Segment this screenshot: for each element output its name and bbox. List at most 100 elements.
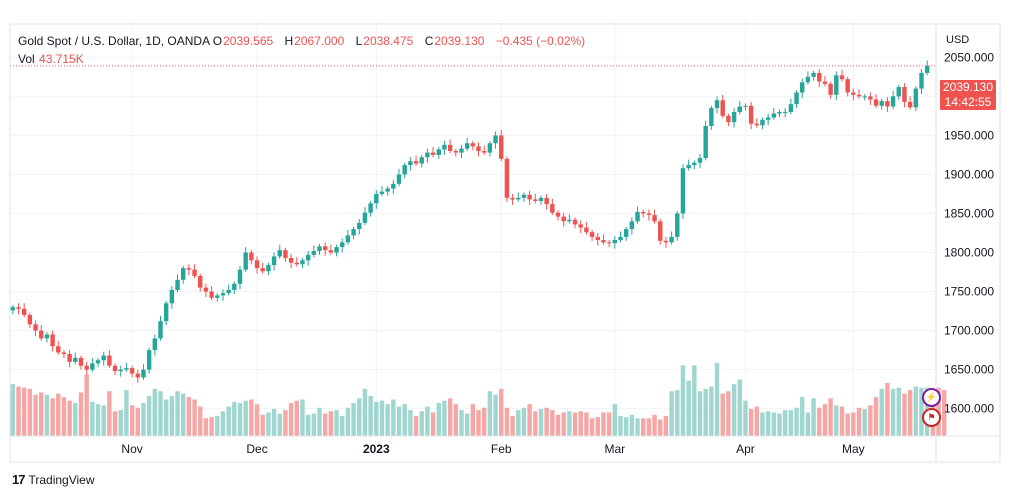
volume-bar bbox=[158, 391, 163, 436]
candle-body bbox=[709, 108, 714, 127]
x-tick-label: Feb bbox=[491, 442, 512, 456]
candle-body bbox=[402, 165, 407, 175]
volume-bar bbox=[175, 391, 180, 436]
volume-bar bbox=[266, 412, 271, 436]
candle-body bbox=[822, 81, 828, 84]
ohlc-legend: Gold Spot / U.S. Dollar, 1D, OANDA O2039… bbox=[18, 34, 593, 48]
candle-body bbox=[158, 321, 163, 339]
volume-bar bbox=[430, 412, 436, 436]
candle-body bbox=[811, 72, 816, 77]
candle-body bbox=[714, 100, 720, 109]
volume-bar bbox=[822, 404, 828, 436]
y-tick-label: 1900.000 bbox=[944, 167, 994, 181]
currency-label: USD bbox=[946, 34, 970, 46]
candle-body bbox=[885, 101, 890, 107]
candle-body bbox=[61, 352, 67, 355]
volume-bar bbox=[294, 400, 300, 436]
candle-body bbox=[550, 204, 555, 213]
candle-body bbox=[567, 219, 572, 222]
lightning-icon[interactable]: ⚡ bbox=[922, 388, 941, 407]
volume-bar bbox=[322, 413, 328, 436]
candle-body bbox=[146, 350, 152, 370]
volume-bar bbox=[658, 419, 663, 436]
candle-body bbox=[379, 191, 385, 194]
volume-bar bbox=[913, 386, 919, 436]
symbol-title[interactable]: Gold Spot / U.S. Dollar, 1D, OANDA bbox=[18, 34, 210, 48]
high-value: 2067.000 bbox=[294, 34, 345, 48]
candle-body bbox=[271, 256, 277, 266]
volume-bar bbox=[243, 400, 248, 436]
volume-bar bbox=[845, 413, 850, 436]
candle-body bbox=[805, 76, 811, 83]
candle-body bbox=[141, 369, 146, 378]
candle-body bbox=[782, 111, 788, 113]
candle-body bbox=[277, 250, 282, 257]
candle-body bbox=[748, 105, 754, 124]
volume-bar bbox=[606, 412, 612, 436]
volume-bar bbox=[27, 388, 33, 436]
candle-body bbox=[862, 96, 867, 98]
candle-body bbox=[629, 221, 635, 230]
candle-body bbox=[493, 135, 498, 144]
flag-icon[interactable]: ⚑ bbox=[922, 408, 941, 427]
candle-body bbox=[470, 143, 476, 147]
volume-bar bbox=[873, 397, 879, 436]
candle-body bbox=[447, 144, 453, 152]
volume-bar bbox=[317, 407, 322, 436]
candle-body bbox=[561, 216, 566, 222]
candle-body bbox=[237, 269, 243, 284]
volume-legend: Vol 43.715K bbox=[18, 52, 92, 66]
volume-bar bbox=[254, 404, 260, 436]
change-value: −0.435 (−0.02%) bbox=[495, 34, 586, 48]
grid-lines bbox=[10, 20, 936, 436]
volume-bar bbox=[760, 412, 765, 436]
volume-bar bbox=[368, 395, 373, 436]
candle-body bbox=[67, 354, 72, 362]
volume-bar bbox=[396, 406, 402, 436]
volume-bar bbox=[788, 410, 794, 436]
last-price-tag: 2039.130 14:42:55 bbox=[940, 80, 996, 110]
candle-body bbox=[879, 101, 884, 106]
candle-body bbox=[10, 307, 16, 311]
volume-bar bbox=[902, 393, 907, 436]
volume-bar bbox=[305, 414, 311, 436]
candle-body bbox=[612, 240, 618, 244]
volume-bar bbox=[198, 406, 203, 436]
candle-body bbox=[703, 126, 708, 159]
candle-body bbox=[510, 197, 515, 200]
volume-bar bbox=[436, 403, 441, 436]
volume-bar bbox=[50, 398, 55, 436]
candle-body bbox=[578, 224, 583, 228]
candle-body bbox=[521, 194, 527, 198]
candle-body bbox=[396, 174, 402, 184]
x-tick-label: Dec bbox=[246, 442, 267, 456]
candle-body bbox=[839, 75, 845, 80]
candle-body bbox=[328, 250, 334, 253]
volume-bar bbox=[555, 414, 561, 436]
candle-body bbox=[16, 307, 21, 309]
candle-body bbox=[873, 99, 879, 106]
volume-bar bbox=[419, 411, 424, 436]
volume-bar bbox=[493, 394, 498, 436]
volume-bar bbox=[16, 386, 21, 436]
candle-body bbox=[124, 368, 129, 370]
high-label: H bbox=[284, 34, 294, 48]
volume-label[interactable]: Vol bbox=[18, 52, 35, 66]
volume-bar bbox=[209, 417, 214, 436]
y-tick-label: 1600.000 bbox=[944, 402, 994, 416]
volume-bar bbox=[379, 400, 385, 436]
candle-body bbox=[658, 221, 663, 241]
volume-bar bbox=[720, 393, 725, 436]
candle-body bbox=[95, 360, 101, 364]
volume-bar bbox=[652, 414, 657, 436]
candle-body bbox=[334, 247, 339, 253]
candle-body bbox=[533, 199, 538, 201]
candle-body bbox=[924, 65, 930, 73]
volume-bar bbox=[340, 415, 345, 436]
volume-bar bbox=[237, 403, 243, 436]
candle-body bbox=[254, 260, 260, 269]
brand-footer[interactable]: 17 TradingView bbox=[12, 472, 95, 487]
volume-bar bbox=[817, 407, 822, 436]
volume-bar bbox=[743, 400, 748, 436]
